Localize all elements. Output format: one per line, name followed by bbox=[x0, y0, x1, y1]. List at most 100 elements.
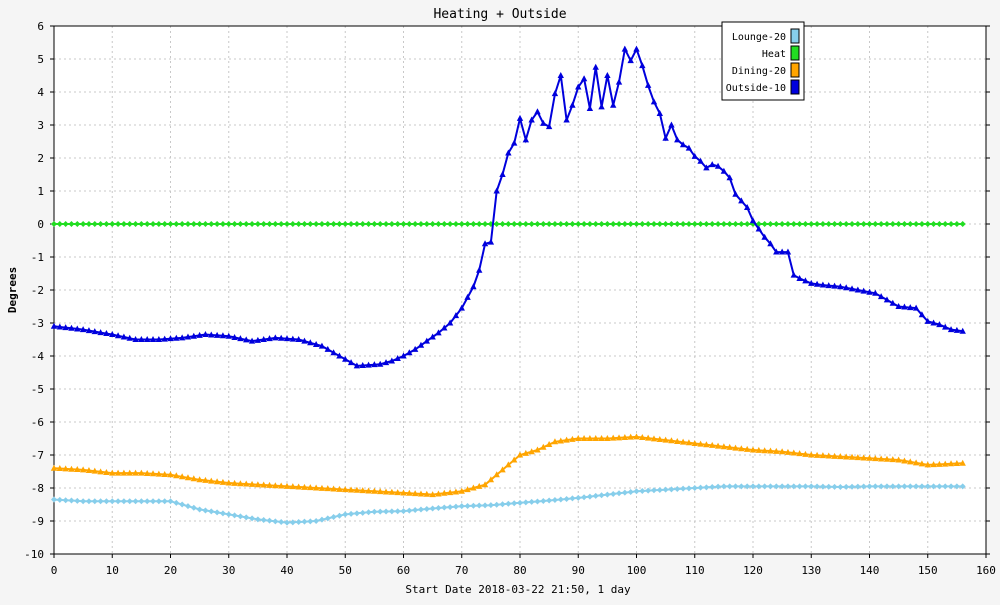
data-point bbox=[336, 352, 343, 359]
data-point bbox=[371, 508, 378, 515]
data-point bbox=[726, 483, 733, 490]
data-point bbox=[639, 434, 646, 441]
y-tick-label: -1 bbox=[31, 251, 44, 264]
data-point bbox=[219, 478, 227, 485]
data-point bbox=[860, 221, 867, 227]
data-point bbox=[522, 449, 530, 456]
x-tick-label: 70 bbox=[455, 564, 468, 577]
data-point bbox=[528, 498, 535, 505]
data-point bbox=[668, 437, 675, 444]
data-point bbox=[697, 157, 704, 164]
data-point bbox=[948, 483, 955, 490]
data-point bbox=[534, 446, 541, 453]
data-point bbox=[266, 335, 273, 342]
data-point bbox=[540, 221, 547, 227]
data-point bbox=[196, 221, 203, 227]
data-point bbox=[913, 221, 920, 227]
data-point bbox=[144, 336, 151, 342]
data-point bbox=[167, 498, 174, 505]
data-point bbox=[347, 486, 355, 493]
data-point bbox=[120, 498, 127, 505]
data-point bbox=[691, 221, 698, 227]
data-point bbox=[755, 225, 763, 232]
data-point bbox=[872, 455, 879, 462]
data-point bbox=[633, 433, 640, 440]
data-point bbox=[912, 459, 920, 466]
data-point bbox=[528, 116, 535, 123]
data-point bbox=[540, 498, 547, 505]
data-point bbox=[662, 134, 669, 141]
data-point bbox=[97, 468, 104, 475]
data-point bbox=[417, 506, 424, 513]
data-point bbox=[843, 453, 850, 460]
x-tick-label: 50 bbox=[339, 564, 352, 577]
data-point bbox=[837, 453, 844, 460]
data-point bbox=[883, 296, 891, 303]
data-point bbox=[610, 221, 617, 227]
data-point bbox=[330, 349, 337, 356]
data-point bbox=[330, 514, 337, 521]
data-point bbox=[534, 498, 541, 505]
data-point bbox=[225, 511, 232, 518]
ticks: 0 10 20 30 40 50 60 70 80 90 100 110 120 130 140 150 160… bbox=[24, 20, 996, 577]
data-point bbox=[382, 488, 390, 495]
data-point bbox=[499, 171, 506, 177]
data-point bbox=[301, 337, 308, 344]
data-point bbox=[254, 481, 262, 488]
data-point bbox=[126, 221, 133, 227]
data-point bbox=[487, 502, 494, 509]
data-point bbox=[715, 221, 722, 227]
data-point bbox=[616, 490, 623, 497]
data-point bbox=[190, 504, 197, 511]
y-tick-label: -3 bbox=[31, 317, 44, 330]
data-point bbox=[790, 449, 797, 456]
data-point bbox=[499, 466, 506, 473]
data-point bbox=[592, 435, 599, 441]
data-point bbox=[849, 483, 856, 490]
data-point bbox=[301, 483, 308, 490]
data-point bbox=[959, 221, 966, 227]
data-point bbox=[738, 483, 745, 490]
data-point bbox=[243, 336, 250, 343]
data-point bbox=[930, 461, 937, 468]
data-point bbox=[773, 221, 780, 227]
data-point bbox=[266, 481, 273, 488]
data-point bbox=[97, 498, 104, 505]
data-point bbox=[790, 221, 797, 227]
data-point bbox=[423, 221, 430, 227]
y-tick-label: -7 bbox=[31, 449, 44, 462]
x-tick-label: 20 bbox=[164, 564, 177, 577]
data-point bbox=[318, 484, 326, 491]
data-point bbox=[883, 483, 890, 490]
data-point bbox=[627, 433, 634, 440]
data-point bbox=[610, 101, 617, 108]
data-point bbox=[540, 119, 547, 126]
x-tick-label: 150 bbox=[918, 564, 938, 577]
data-point bbox=[56, 465, 64, 472]
data-point bbox=[243, 480, 250, 487]
data-point bbox=[470, 221, 477, 227]
data-point bbox=[563, 495, 570, 502]
data-point bbox=[726, 174, 733, 181]
data-point bbox=[505, 500, 512, 507]
data-point bbox=[662, 436, 669, 443]
data-point bbox=[680, 221, 687, 227]
data-point bbox=[312, 484, 320, 491]
data-point bbox=[237, 513, 244, 520]
data-point bbox=[825, 452, 832, 459]
data-point bbox=[196, 331, 203, 338]
data-point bbox=[849, 221, 856, 227]
data-point bbox=[621, 489, 628, 496]
data-point bbox=[289, 519, 296, 526]
series bbox=[50, 45, 966, 526]
data-point bbox=[68, 221, 75, 227]
data-point bbox=[645, 487, 652, 494]
data-point bbox=[388, 357, 396, 364]
data-point bbox=[132, 336, 139, 342]
data-point bbox=[627, 488, 634, 495]
data-point bbox=[487, 476, 495, 483]
data-point bbox=[411, 345, 419, 352]
data-point bbox=[441, 221, 448, 227]
data-point bbox=[813, 451, 821, 458]
data-point bbox=[907, 221, 914, 227]
